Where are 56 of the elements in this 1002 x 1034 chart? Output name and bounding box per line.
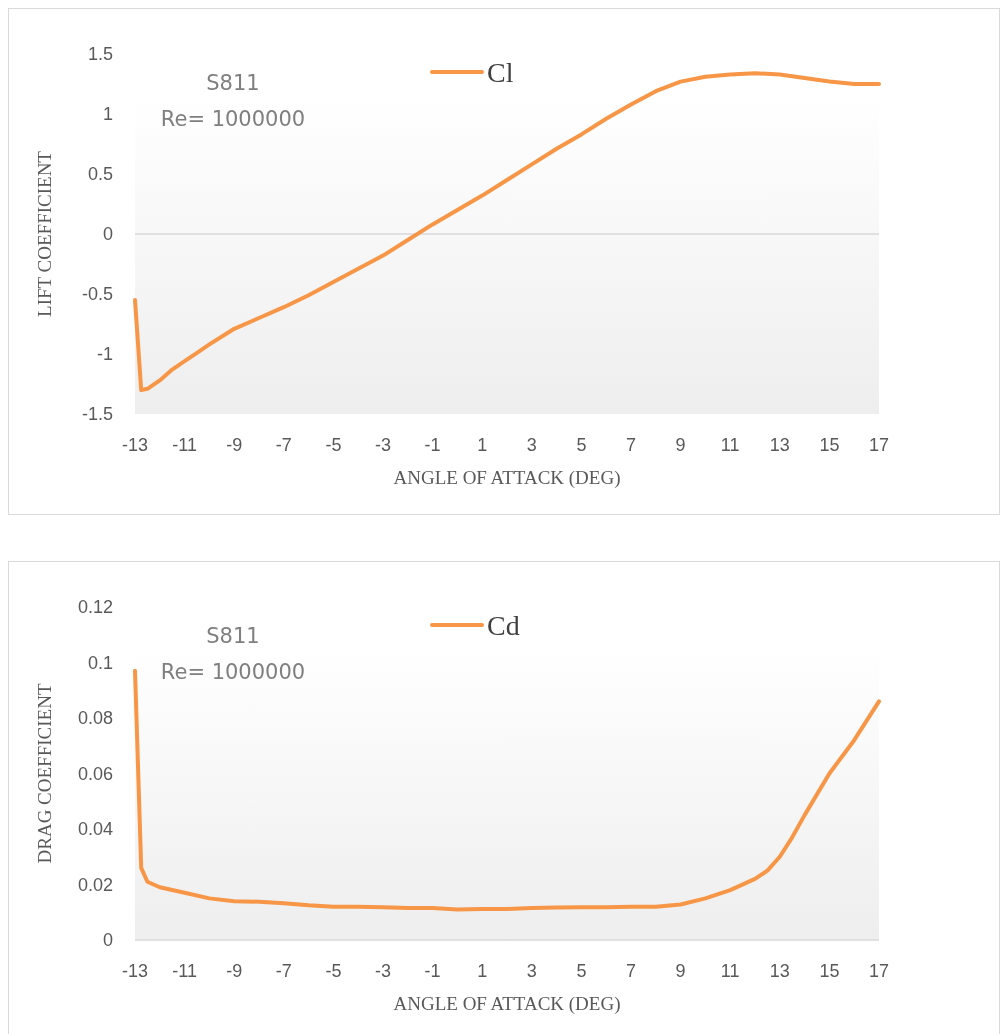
x-tick-label: -13 bbox=[121, 961, 149, 981]
y-tick-label: 0.06 bbox=[77, 763, 113, 784]
annotation: Re= 1000000 bbox=[160, 660, 306, 684]
y-tick-label: -1 bbox=[96, 344, 113, 365]
x-tick-label: -11 bbox=[172, 435, 197, 455]
x-tick-label: -3 bbox=[374, 435, 392, 455]
y-tick-label: -1.5 bbox=[81, 404, 113, 425]
y-axis-title: DRAG COEFFICIENT bbox=[34, 683, 55, 864]
x-tick-label: 11 bbox=[720, 961, 740, 981]
y-tick-label: 0 bbox=[102, 224, 113, 245]
legend-label: Cl bbox=[487, 56, 514, 88]
x-tick-label: -3 bbox=[374, 961, 392, 981]
x-tick-label: -1 bbox=[424, 435, 441, 455]
x-tick-label: -11 bbox=[172, 961, 197, 981]
y-tick-label: 0.02 bbox=[77, 874, 113, 895]
x-tick-label: 3 bbox=[526, 435, 537, 455]
x-tick-label: 9 bbox=[675, 961, 686, 981]
x-tick-label: 3 bbox=[526, 961, 537, 981]
x-tick-label: 7 bbox=[625, 961, 637, 981]
y-tick-label: -0.5 bbox=[81, 284, 113, 305]
y-tick-label: 0.5 bbox=[87, 164, 113, 185]
y-tick-label: 0.08 bbox=[77, 708, 113, 729]
x-tick-label: 1 bbox=[477, 435, 488, 455]
x-tick-label: -5 bbox=[325, 435, 342, 455]
x-tick-label: 7 bbox=[625, 435, 637, 455]
x-tick-label: 1 bbox=[477, 961, 488, 981]
x-tick-label: -9 bbox=[226, 435, 243, 455]
x-tick-label: 9 bbox=[675, 435, 686, 455]
x-tick-label: -5 bbox=[325, 961, 342, 981]
annotation: S811 bbox=[206, 624, 260, 648]
y-tick-label: 0.12 bbox=[77, 597, 113, 618]
x-tick-label: 11 bbox=[720, 435, 740, 455]
x-tick-label: 13 bbox=[769, 961, 790, 981]
annotation: Re= 1000000 bbox=[160, 107, 306, 131]
y-tick-label: 1 bbox=[102, 104, 113, 125]
x-tick-label: 17 bbox=[868, 435, 890, 455]
x-tick-label: 13 bbox=[769, 435, 790, 455]
y-tick-label: 1.5 bbox=[87, 44, 113, 65]
y-axis-title: LIFT COEFFICIENT bbox=[34, 150, 55, 317]
annotation: S811 bbox=[206, 71, 260, 95]
x-tick-label: -7 bbox=[275, 961, 292, 981]
x-axis-title: ANGLE OF ATTACK (DEG) bbox=[393, 993, 621, 1015]
y-tick-label: 0 bbox=[102, 930, 113, 951]
x-tick-label: 17 bbox=[868, 961, 890, 981]
x-axis-title: ANGLE OF ATTACK (DEG) bbox=[393, 467, 621, 489]
x-tick-label: 15 bbox=[819, 435, 840, 455]
x-tick-label: 5 bbox=[576, 961, 587, 981]
x-tick-label: -13 bbox=[121, 435, 149, 455]
x-tick-label: -9 bbox=[226, 961, 243, 981]
legend-label: Cd bbox=[487, 609, 520, 641]
x-tick-label: -1 bbox=[424, 961, 441, 981]
x-tick-label: -7 bbox=[275, 435, 292, 455]
x-tick-label: 5 bbox=[576, 435, 587, 455]
x-tick-label: 15 bbox=[819, 961, 840, 981]
y-tick-label: 0.1 bbox=[87, 652, 113, 673]
y-tick-label: 0.04 bbox=[77, 819, 113, 840]
